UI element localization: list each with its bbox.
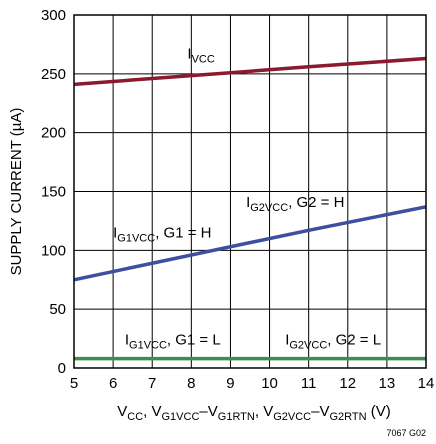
y-tick-label: 150 — [41, 184, 66, 201]
y-tick-label: 200 — [41, 125, 66, 142]
x-tick-label: 10 — [261, 375, 278, 392]
x-tick-label: 14 — [418, 375, 435, 392]
y-tick-label: 250 — [41, 66, 66, 83]
x-tick-label: 12 — [339, 375, 356, 392]
annotation-ig2vcc-h: IG2VCC​, G2 = H — [246, 194, 344, 214]
series-line-1 — [73, 205, 427, 282]
series-line-0 — [73, 56, 427, 87]
y-axis-label: SUPPLY CURRENT (µA) — [8, 108, 25, 276]
y-tick-labels: 0 50 100 150 200 250 300 — [41, 7, 66, 377]
x-tick-label: 11 — [301, 375, 317, 392]
annotation-ivcc: IVCC​ — [187, 46, 214, 66]
x-tick-label: 5 — [70, 375, 78, 392]
y-tick-label: 100 — [41, 242, 66, 259]
grid-lines — [73, 14, 427, 369]
x-tick-label: 7 — [148, 375, 156, 392]
x-tick-label: 6 — [109, 375, 117, 392]
y-tick-label: 300 — [41, 7, 66, 24]
annotation-ig1vcc-h: IG1VCC​, G1 = H — [113, 224, 211, 244]
x-tick-label: 8 — [187, 375, 195, 392]
x-tick-label: 13 — [379, 375, 396, 392]
plot-frame — [73, 14, 427, 369]
figure-note: 7067 G02 — [386, 428, 426, 438]
data-series — [73, 56, 427, 361]
y-tick-label: 0 — [58, 360, 66, 377]
y-tick-label: 50 — [49, 301, 66, 318]
x-tick-labels: 5 6 7 8 9 10 11 12 13 14 — [70, 375, 435, 392]
x-axis-label: VCC​, VG1VCC​–VG1RTN​, VG2VCC​–VG2RTN​ (… — [117, 403, 390, 423]
series-annotations: IVCC​ IG1VCC​, G1 = H IG2VCC​, G2 = H IG1VC… — [113, 46, 381, 352]
annotation-ig1vcc-l: IG1VCC​, G1 = L — [125, 331, 221, 351]
annotation-ig2vcc-l: IG2VCC​, G2 = L — [285, 331, 381, 351]
x-tick-label: 9 — [226, 375, 234, 392]
